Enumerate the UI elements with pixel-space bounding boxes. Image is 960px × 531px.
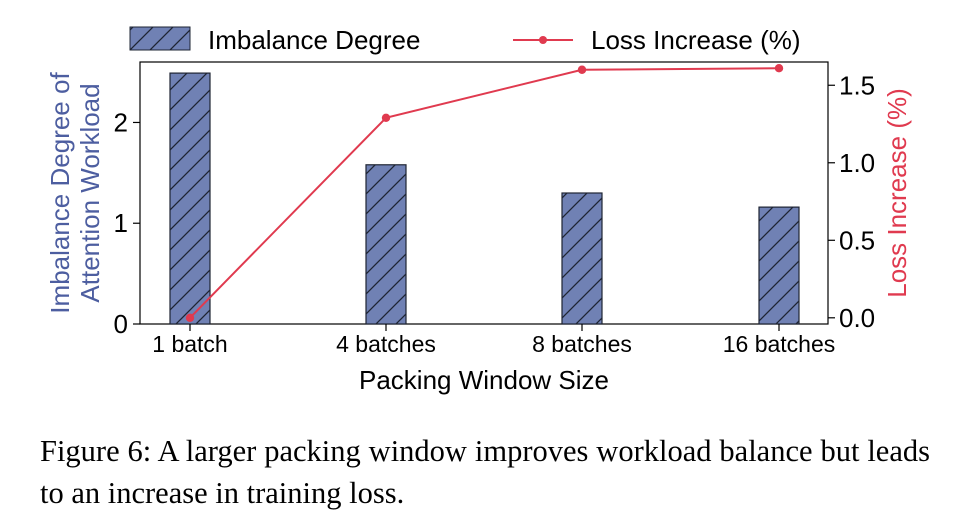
axes-layer: 0 1 2 0.0 0.5 1.0 1.5 1 batch 4 batches 8 batches… <box>114 70 876 357</box>
figure-caption: Figure 6: A larger packing window improv… <box>40 434 930 510</box>
legend-line-marker <box>539 36 547 44</box>
plot-frame <box>139 61 829 325</box>
y-left-tick-label-1: 1 <box>114 208 128 238</box>
y-right-tick-label-1: 0.5 <box>839 225 875 255</box>
loss-line <box>189 67 780 319</box>
x-tick-label-0: 1 batch <box>152 331 227 357</box>
loss-point-1 <box>381 113 391 123</box>
bar-1 <box>365 164 407 325</box>
bar-3 <box>758 206 800 325</box>
y-left-tick-label-0: 0 <box>114 309 128 339</box>
y-left-tick-label-2: 2 <box>114 107 128 137</box>
legend-line-label: Loss Increase (%) <box>591 25 801 55</box>
bars-layer <box>169 72 800 325</box>
x-tick-label-3: 16 batches <box>723 331 836 357</box>
loss-point-2 <box>577 65 587 74</box>
loss-point-3 <box>774 64 784 73</box>
y-right-tick-label-0: 0.0 <box>839 303 875 333</box>
legend-bar-swatch <box>129 26 191 51</box>
chart: Imbalance Degree Loss Increase (%) 0 1 2 0.… <box>45 25 912 395</box>
legend: Imbalance Degree Loss Increase (%) <box>129 25 801 55</box>
line-layer <box>185 64 784 322</box>
y-right-tick-label-2: 1.0 <box>839 148 875 178</box>
y-right-tick-label-3: 1.5 <box>839 70 875 100</box>
y-axis-left-title-line-1: Imbalance Degree of <box>45 72 75 314</box>
legend-bar-label: Imbalance Degree <box>208 25 420 55</box>
x-axis-title: Packing Window Size <box>359 365 609 395</box>
svg-text:Loss Increase (%): Loss Increase (%) <box>882 88 912 298</box>
y-axis-left-title: Imbalance Degree of Attention Workload <box>45 72 105 314</box>
x-tick-label-1: 4 batches <box>336 331 436 357</box>
y-axis-left-title-line-2: Attention Workload <box>75 83 105 302</box>
loss-point-0 <box>185 313 195 322</box>
x-tick-label-2: 8 batches <box>532 331 632 357</box>
bar-2 <box>561 192 603 325</box>
y-axis-right-title: Loss Increase (%) <box>882 88 912 298</box>
bar-0 <box>169 72 211 325</box>
